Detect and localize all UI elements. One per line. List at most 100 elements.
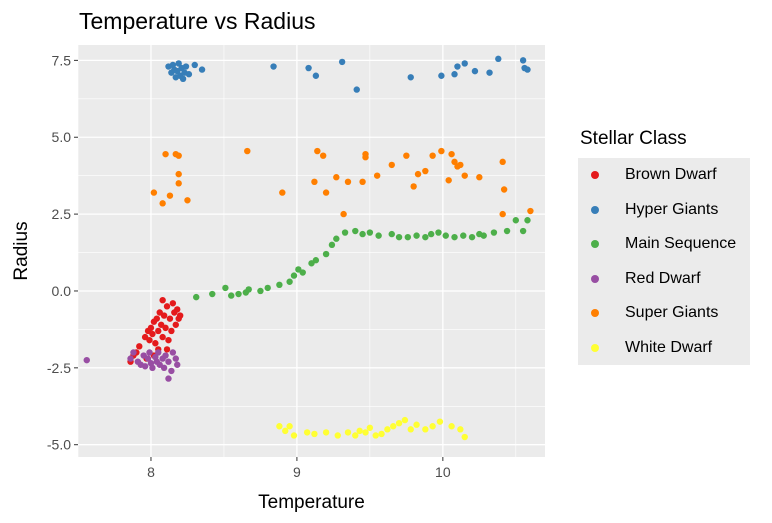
point-super-giants	[166, 192, 174, 199]
point-main-sequence	[490, 229, 498, 236]
point-main-sequence	[209, 290, 216, 298]
point-white-dwarf	[362, 429, 369, 436]
point-white-dwarf	[352, 432, 359, 439]
point-main-sequence	[375, 232, 382, 239]
chart-title: Temperature vs Radius	[79, 8, 316, 34]
point-red-dwarf	[83, 356, 90, 364]
point-hyper-giants	[305, 64, 312, 72]
point-super-giants	[414, 170, 422, 178]
legend-label: Red Dwarf	[625, 269, 701, 287]
point-main-sequence	[435, 229, 442, 236]
point-super-giants	[403, 152, 410, 159]
point-white-dwarf	[422, 426, 429, 433]
x-tick-label: 10	[435, 464, 451, 480]
point-white-dwarf	[390, 423, 397, 430]
point-brown-dwarf	[172, 321, 179, 328]
point-main-sequence	[512, 217, 520, 224]
point-white-dwarf	[429, 423, 436, 430]
point-brown-dwarf	[176, 312, 184, 319]
point-main-sequence	[422, 233, 429, 241]
point-brown-dwarf	[162, 324, 169, 332]
legend-key	[578, 193, 612, 227]
legend-label: Hyper Giants	[625, 200, 719, 218]
point-red-dwarf	[141, 363, 149, 370]
point-main-sequence	[333, 235, 340, 242]
point-brown-dwarf	[174, 306, 181, 313]
point-hyper-giants	[495, 55, 502, 63]
point-brown-dwarf	[147, 324, 155, 332]
point-red-dwarf	[149, 364, 156, 372]
point-super-giants	[344, 178, 352, 186]
point-main-sequence	[290, 272, 298, 279]
point-white-dwarf	[344, 429, 352, 436]
legend-item-red-dwarf: Red Dwarf	[578, 262, 750, 297]
point-brown-dwarf	[149, 330, 156, 338]
legend-marker	[591, 274, 599, 283]
point-hyper-giants	[471, 67, 479, 75]
point-red-dwarf	[169, 349, 177, 356]
legend-key	[578, 158, 612, 192]
point-main-sequence	[286, 278, 293, 285]
point-main-sequence	[312, 257, 320, 264]
legend-item-brown-dwarf: Brown Dwarf	[578, 158, 750, 193]
legend-marker	[591, 205, 599, 214]
point-red-dwarf	[155, 349, 162, 356]
point-super-giants	[527, 207, 534, 215]
point-main-sequence	[460, 232, 467, 239]
point-main-sequence	[322, 250, 330, 258]
point-super-giants	[175, 152, 182, 159]
point-main-sequence	[341, 229, 349, 236]
point-main-sequence	[519, 227, 527, 235]
legend-marker	[591, 171, 599, 180]
point-super-giants	[314, 147, 321, 155]
point-white-dwarf	[436, 418, 444, 425]
point-main-sequence	[404, 233, 412, 241]
point-main-sequence	[222, 284, 229, 292]
legend-box: Brown Dwarf Hyper Giants Main Sequence Red …	[578, 158, 751, 365]
point-white-dwarf	[366, 424, 374, 431]
point-hyper-giants	[451, 71, 458, 78]
point-white-dwarf	[413, 421, 420, 428]
point-brown-dwarf	[163, 303, 171, 310]
point-brown-dwarf	[166, 315, 174, 322]
legend-key	[578, 262, 612, 296]
point-main-sequence	[264, 284, 271, 292]
point-hyper-giants	[312, 72, 320, 79]
point-main-sequence	[359, 230, 366, 238]
legend-key	[578, 296, 612, 330]
point-brown-dwarf	[155, 327, 162, 335]
point-main-sequence	[480, 232, 487, 239]
point-white-dwarf	[334, 432, 341, 439]
y-axis-title: Radius	[11, 221, 32, 280]
point-super-giants	[429, 152, 436, 159]
point-hyper-giants	[179, 75, 187, 83]
point-white-dwarf	[303, 429, 311, 436]
y-tick-label: -2.5	[47, 360, 71, 376]
point-white-dwarf	[395, 419, 403, 427]
legend-key	[578, 227, 612, 261]
point-main-sequence	[413, 232, 420, 239]
point-super-giants	[461, 172, 468, 179]
legend-item-super-giants: Super Giants	[578, 296, 750, 331]
point-white-dwarf	[407, 426, 414, 433]
legend-label: White Dwarf	[625, 338, 713, 356]
point-main-sequence	[352, 227, 359, 235]
legend-marker	[591, 309, 599, 318]
point-hyper-giants	[191, 61, 198, 69]
point-super-giants	[448, 150, 455, 158]
point-brown-dwarf	[153, 315, 161, 322]
point-main-sequence	[388, 230, 395, 238]
x-axis-title: Temperature	[258, 492, 365, 513]
point-white-dwarf	[378, 430, 385, 438]
point-main-sequence	[524, 217, 531, 224]
point-white-dwarf	[384, 426, 391, 433]
point-hyper-giants	[175, 60, 182, 67]
point-super-giants	[362, 154, 369, 161]
legend-marker	[591, 240, 599, 249]
point-brown-dwarf	[136, 343, 143, 350]
point-super-giants	[322, 189, 330, 196]
legend-title: Stellar Class	[580, 128, 687, 149]
point-red-dwarf	[165, 375, 172, 382]
point-main-sequence	[451, 233, 458, 241]
